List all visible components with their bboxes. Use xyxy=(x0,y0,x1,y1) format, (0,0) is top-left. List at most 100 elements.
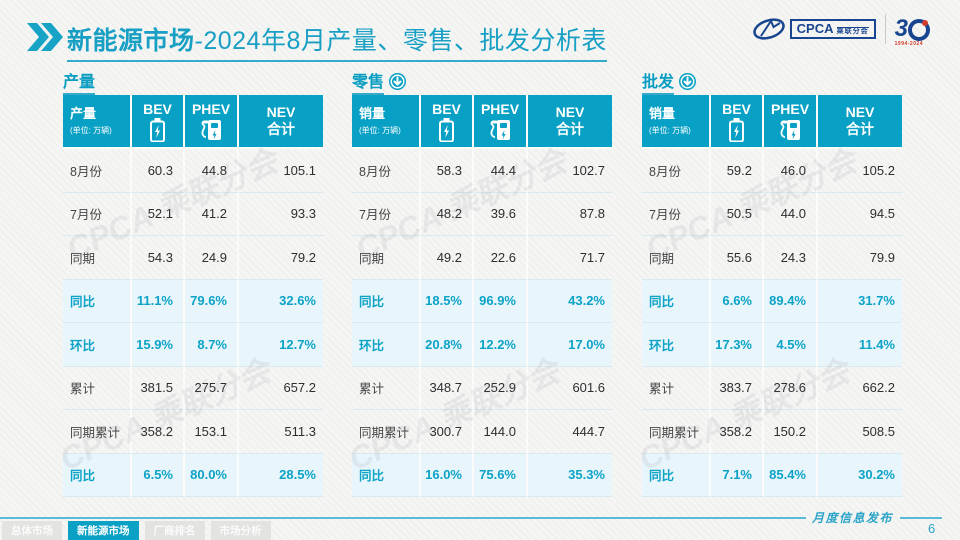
phev-value: 44.0 xyxy=(764,192,818,236)
row-label: 环比 xyxy=(352,323,421,367)
logo-area: CPCA 乘联分会 3 1994-2024 xyxy=(752,14,930,47)
footer-nav: 总体市场 新能源市场 厂商排名 市场分析 xyxy=(2,521,271,540)
nev-value: 30.2% xyxy=(818,453,902,497)
anniversary-0-ring xyxy=(908,19,930,41)
table-row: 7月份 50.5 44.0 94.5 xyxy=(642,192,902,236)
header-bev-label: BEV xyxy=(143,100,172,117)
bev-value: 15.9% xyxy=(132,323,185,367)
phev-value: 44.8 xyxy=(185,149,239,193)
table-row-highlight: 同比 18.5% 96.9% 43.2% xyxy=(352,279,612,323)
table-row-highlight: 环比 17.3% 4.5% 11.4% xyxy=(642,323,902,367)
table-row: 累计 348.7 252.9 601.6 xyxy=(352,366,612,410)
phev-value: 79.6% xyxy=(185,279,239,323)
cpca-logo: CPCA 乘联分会 xyxy=(752,16,876,42)
bev-value: 383.7 xyxy=(711,366,764,410)
nev-value: 12.7% xyxy=(239,323,323,367)
table-row-highlight: 同比 6.5% 80.0% 28.5% xyxy=(63,453,323,497)
bev-value: 54.3 xyxy=(132,236,185,280)
tab-oem-ranking[interactable]: 厂商排名 xyxy=(144,521,205,540)
row-label: 同比 xyxy=(352,453,421,497)
table-row: 8月份 60.3 44.8 105.1 xyxy=(63,149,323,193)
anniversary-3: 3 xyxy=(894,15,908,42)
page-title-bold: 新能源市场 xyxy=(67,27,195,55)
header-total-label: 合计 xyxy=(267,121,295,137)
header-measure-label: 销量 xyxy=(359,106,386,121)
bev-value: 348.7 xyxy=(421,366,474,410)
row-label: 同期累计 xyxy=(352,410,421,454)
row-label: 同比 xyxy=(642,279,711,323)
bev-value: 18.5% xyxy=(421,279,474,323)
header-measure-label: 销量 xyxy=(649,106,676,121)
bev-value: 60.3 xyxy=(132,149,185,193)
row-label: 同期 xyxy=(352,236,421,280)
cpca-swoosh-icon xyxy=(752,18,785,40)
bev-value: 358.2 xyxy=(132,410,185,454)
phev-value: 24.9 xyxy=(185,236,239,280)
footer-rule-short xyxy=(900,517,942,519)
row-label: 累计 xyxy=(352,366,421,410)
battery-icon xyxy=(729,117,744,142)
bev-value: 17.3% xyxy=(711,323,764,367)
bev-value: 7.1% xyxy=(711,453,764,497)
table-row: 同期 55.6 24.3 79.9 xyxy=(642,236,902,280)
bev-value: 59.2 xyxy=(711,149,764,193)
header-measure-label: 产量 xyxy=(70,106,97,121)
table-row: 累计 381.5 275.7 657.2 xyxy=(63,366,323,410)
table-row-highlight: 环比 20.8% 12.2% 17.0% xyxy=(352,323,612,367)
phev-value: 41.2 xyxy=(185,192,239,236)
cpca-wordmark: CPCA 乘联分会 xyxy=(789,19,876,39)
charger-icon xyxy=(780,119,800,140)
row-label: 同期 xyxy=(63,236,132,280)
tab-market-analysis[interactable]: 市场分析 xyxy=(210,521,271,540)
anniversary-30-logo: 3 1994-2024 xyxy=(894,15,930,47)
phev-value: 150.2 xyxy=(764,410,818,454)
nev-value: 31.7% xyxy=(818,279,902,323)
phev-value: 44.4 xyxy=(474,149,528,193)
table-row-highlight: 同比 16.0% 75.6% 35.3% xyxy=(352,453,612,497)
double-chevron-icon xyxy=(27,23,63,56)
bev-value: 6.5% xyxy=(132,453,185,497)
bev-value: 16.0% xyxy=(421,453,474,497)
row-label: 8月份 xyxy=(642,149,711,193)
anniversary-years: 1994-2024 xyxy=(894,41,924,47)
phev-value: 89.4% xyxy=(764,279,818,323)
bev-value: 58.3 xyxy=(421,149,474,193)
nev-value: 511.3 xyxy=(239,410,323,454)
table-row: 同期累计 358.2 150.2 508.5 xyxy=(642,410,902,454)
table-row: 同期 54.3 24.9 79.2 xyxy=(63,236,323,280)
phev-value: 8.7% xyxy=(185,323,239,367)
bev-value: 50.5 xyxy=(711,192,764,236)
header-total-label: 合计 xyxy=(846,121,874,137)
row-label: 环比 xyxy=(642,323,711,367)
table-row: 同期累计 358.2 153.1 511.3 xyxy=(63,410,323,454)
nev-value: 17.0% xyxy=(528,323,612,367)
wholesale-table: CPCA 乘联分会 CPCA 乘联分会 批发 销量 (单位: 万辆) BEV P… xyxy=(633,68,902,497)
footer-rule xyxy=(0,517,806,519)
tab-nev-market[interactable]: 新能源市场 xyxy=(68,521,139,540)
row-label: 8月份 xyxy=(352,149,421,193)
row-label: 7月份 xyxy=(352,192,421,236)
phev-value: 85.4% xyxy=(764,453,818,497)
bev-value: 48.2 xyxy=(421,192,474,236)
header-unit-label: (单位: 万辆) xyxy=(649,126,691,135)
production-table: CPCA 乘联分会 CPCA 乘联分会 产量 产量 (单位: 万辆) BEV P… xyxy=(54,70,323,497)
down-arrow-icon xyxy=(679,72,697,90)
phev-value: 22.6 xyxy=(474,236,528,280)
nev-value: 508.5 xyxy=(818,410,902,454)
table-row-highlight: 同比 11.1% 79.6% 32.6% xyxy=(63,279,323,323)
phev-value: 275.7 xyxy=(185,366,239,410)
page-title: 新能源市场-2024年8月产量、零售、批发分析表 xyxy=(67,21,607,62)
bev-value: 11.1% xyxy=(132,279,185,323)
nev-value: 657.2 xyxy=(239,367,323,410)
section-label-wholesale: 批发 xyxy=(642,68,675,95)
table-header: 产量 (单位: 万辆) BEV PHEV NEV 合计 xyxy=(63,95,323,147)
bev-value: 49.2 xyxy=(421,236,474,280)
row-label: 同期累计 xyxy=(642,410,711,454)
nev-value: 11.4% xyxy=(818,323,902,367)
nev-value: 32.6% xyxy=(239,279,323,323)
retail-table: CPCA 乘联分会 CPCA 乘联分会 零售 销量 (单位: 万辆) BEV P… xyxy=(343,70,612,497)
battery-icon xyxy=(150,117,165,142)
tab-overall-market[interactable]: 总体市场 xyxy=(2,521,62,540)
phev-value: 80.0% xyxy=(185,453,239,497)
phev-value: 278.6 xyxy=(764,366,818,410)
